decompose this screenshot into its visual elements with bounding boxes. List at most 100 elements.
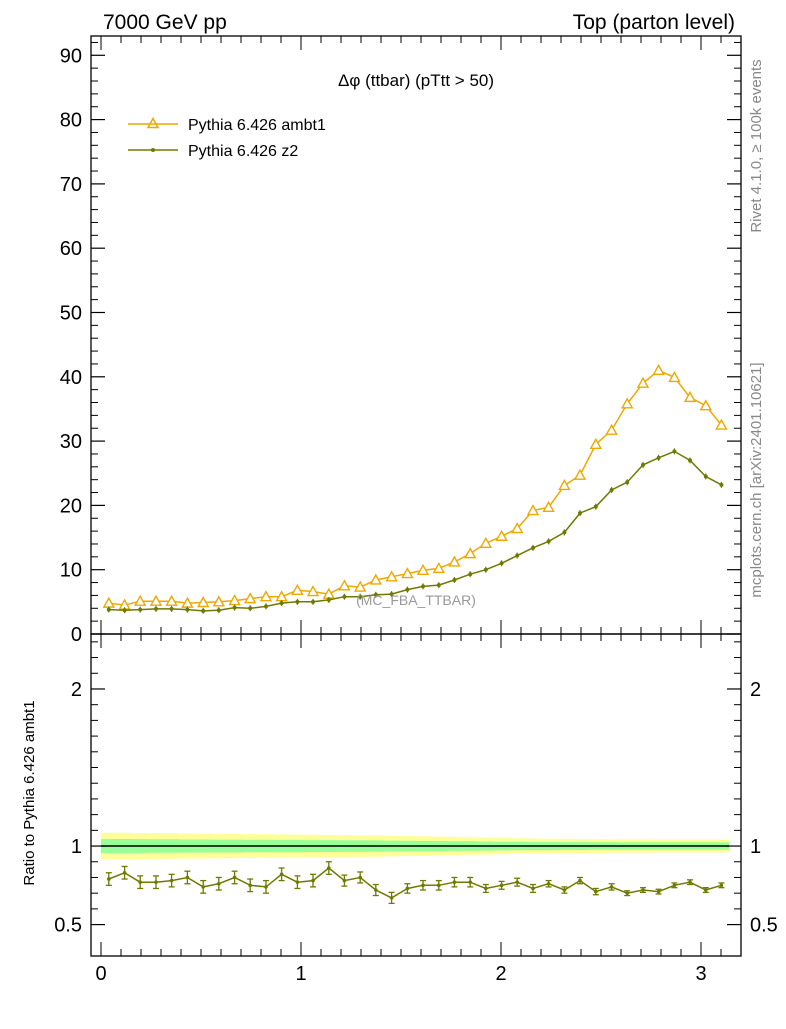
- data-point-z2: [515, 553, 520, 558]
- main-ytick-label: 80: [60, 110, 82, 132]
- main-ytick-label: 20: [60, 495, 82, 517]
- plot-title: Δφ (ttbar) (pTtt > 50): [338, 71, 494, 90]
- data-point-z2: [703, 474, 708, 479]
- data-point-ambt1: [448, 555, 461, 567]
- data-point-z2: [185, 607, 190, 612]
- data-point-z2: [531, 545, 535, 550]
- data-point-z2: [452, 577, 457, 582]
- data-point-ambt1: [134, 594, 147, 606]
- ratio-point-z2: [169, 878, 174, 883]
- data-point-ambt1: [228, 594, 241, 606]
- data-point-ambt1: [636, 376, 650, 388]
- ratio-axis-ticks: 0.5 0.5 1 1 2 2 0 1 2 3: [54, 634, 778, 985]
- data-point-ambt1: [558, 479, 571, 491]
- data-point-ambt1: [401, 567, 414, 579]
- ratio-point-z2: [484, 886, 488, 891]
- data-point-ambt1: [102, 596, 115, 608]
- ratio-point-z2: [531, 886, 535, 891]
- data-point-z2: [169, 606, 174, 611]
- data-point-ambt1: [165, 594, 178, 606]
- data-point-z2: [405, 587, 410, 592]
- ratio-panel: 0.5 0.5 1 1 2 2 0 1 2 3 Ratio to Pythia 6.426 amb…: [21, 633, 778, 985]
- ratio-point-z2: [232, 875, 237, 880]
- ratio-point-z2: [358, 875, 363, 880]
- data-point-z2: [358, 594, 363, 599]
- ratio-point-z2: [217, 881, 221, 886]
- ratio-point-z2: [201, 885, 205, 889]
- ratio-ytick-label-left: 0.5: [54, 915, 82, 937]
- data-point-ambt1: [416, 563, 430, 576]
- data-point-z2: [295, 599, 300, 604]
- data-point-z2: [232, 605, 237, 610]
- main-ytick-label: 60: [60, 238, 82, 260]
- data-point-z2: [342, 594, 347, 599]
- data-point-ambt1: [495, 529, 508, 541]
- data-point-z2: [421, 584, 425, 589]
- main-ytick-label: 90: [60, 45, 82, 67]
- data-point-ambt1: [511, 522, 524, 534]
- ratio-xtick-label: 1: [295, 963, 306, 985]
- legend-label-z2: Pythia 6.426 z2: [188, 143, 298, 160]
- header-right: Top (parton level): [573, 11, 735, 34]
- ratio-point-z2: [688, 880, 692, 884]
- legend-marker-z2: [151, 148, 155, 152]
- data-point-z2: [609, 487, 614, 492]
- data-point-z2: [389, 592, 394, 597]
- data-point-ambt1: [573, 468, 587, 480]
- data-point-z2: [483, 567, 488, 572]
- data-point-ambt1: [212, 595, 225, 607]
- data-point-z2: [578, 511, 582, 516]
- data-point-ambt1: [715, 418, 728, 430]
- mcplots-label: mcplots.cern.ch [arXiv:2401.10621]: [748, 362, 765, 597]
- data-point-z2: [656, 455, 661, 460]
- ratio-ytick-label-right: 1: [750, 836, 761, 858]
- data-point-ambt1: [197, 596, 210, 608]
- data-point-ambt1: [683, 390, 697, 403]
- legend-marker-ambt1: [146, 116, 160, 129]
- data-point-ambt1: [149, 594, 163, 606]
- ratio-point-z2: [279, 872, 284, 877]
- ratio-point-z2: [264, 885, 268, 889]
- data-point-z2: [201, 608, 206, 613]
- data-point-ambt1: [338, 579, 351, 591]
- main-axis-ticks: 0 10 20 30 40 50 60 70 80 90: [60, 36, 742, 646]
- ratio-point-z2: [185, 875, 190, 880]
- data-point-z2: [672, 449, 677, 454]
- ratio-series: [105, 861, 725, 905]
- data-point-z2: [248, 606, 253, 611]
- data-point-ambt1: [652, 363, 665, 376]
- data-point-z2: [264, 604, 268, 609]
- data-point-z2: [546, 539, 551, 544]
- data-point-ambt1: [668, 370, 681, 383]
- header-left: 7000 GeV pp: [103, 11, 227, 34]
- main-ytick-label: 50: [60, 302, 82, 324]
- ratio-point-z2: [656, 889, 661, 894]
- ratio-point-z2: [452, 880, 457, 884]
- ratio-point-z2: [122, 870, 127, 875]
- rivet-label: Rivet 4.1.0, ≥ 100k events: [748, 59, 765, 232]
- data-point-ambt1: [589, 437, 602, 450]
- ratio-point-z2: [437, 883, 441, 888]
- ratio-point-z2: [594, 889, 598, 894]
- data-point-ambt1: [621, 397, 634, 409]
- legend-label-ambt1: Pythia 6.426 ambt1: [188, 117, 326, 134]
- data-point-z2: [154, 606, 158, 611]
- ratio-point-z2: [546, 881, 551, 886]
- data-point-z2: [719, 482, 724, 487]
- data-point-z2: [499, 561, 504, 566]
- data-point-ambt1: [369, 573, 382, 585]
- data-point-ambt1: [259, 590, 273, 602]
- ratio-ytick-label-left: 1: [71, 836, 82, 858]
- main-series: [102, 363, 728, 614]
- data-point-z2: [641, 462, 645, 467]
- data-point-ambt1: [542, 500, 555, 513]
- ratio-uncertainty-band: [100, 832, 730, 860]
- data-point-z2: [468, 572, 473, 577]
- data-point-z2: [373, 592, 378, 597]
- ratio-point-z2: [405, 886, 410, 891]
- data-point-ambt1: [354, 580, 367, 592]
- main-ytick-label: 0: [71, 624, 82, 646]
- ratio-ytick-label-left: 2: [71, 679, 82, 701]
- data-point-ambt1: [244, 592, 257, 604]
